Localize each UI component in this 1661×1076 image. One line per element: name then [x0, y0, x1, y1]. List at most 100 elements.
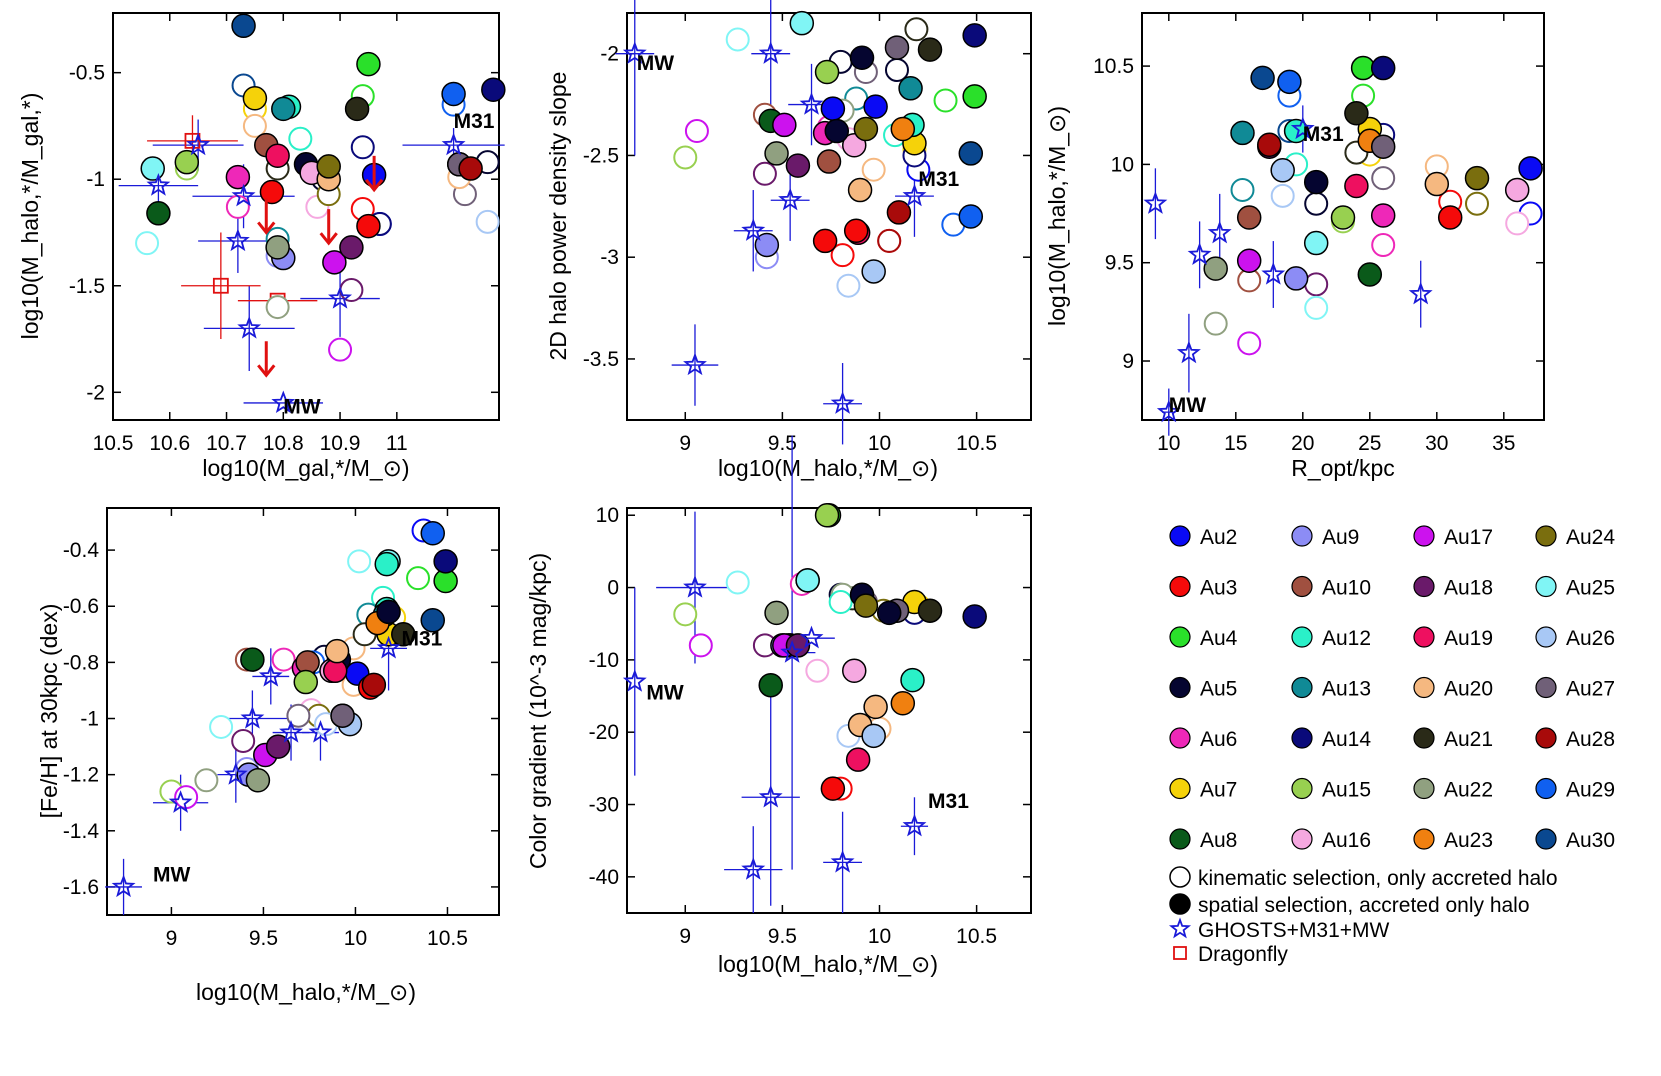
kinematic-point — [406, 566, 431, 591]
spatial-point — [853, 593, 879, 618]
kinematic-point — [1505, 211, 1530, 236]
ghosts-star — [780, 640, 805, 663]
kinematic-point — [861, 157, 886, 182]
ghosts-star — [758, 784, 783, 808]
ghosts-star — [1290, 116, 1315, 140]
x-axis-label: log10(M_gal,*/M_⊙) — [202, 455, 409, 481]
ghosts-star — [231, 183, 256, 207]
y-tick-label: -10 — [589, 649, 619, 672]
legend-marker-label: spatial selection, accreted only halo — [1198, 894, 1530, 917]
kinematic-point — [725, 27, 750, 52]
spatial-point — [890, 116, 916, 142]
legend-label-au30: Au30 — [1566, 829, 1615, 852]
y-tick-label: -3.5 — [583, 348, 619, 371]
spatial-point — [876, 600, 902, 626]
legend-label-au24: Au24 — [1566, 526, 1615, 549]
spatial-point — [785, 633, 811, 658]
spatial-point — [900, 667, 925, 693]
y-tick-label: -1.6 — [63, 876, 99, 899]
legend-marker-label: kinematic selection, only accreted halo — [1198, 867, 1558, 890]
ghosts-star — [1408, 281, 1433, 305]
kinematic-point — [1237, 331, 1262, 356]
legend-swatch-au2 — [1169, 525, 1191, 547]
legend-swatch-au28 — [1535, 727, 1557, 749]
x-axis-label: log10(M_halo,*/M_⊙) — [718, 951, 938, 977]
kinematic-point — [877, 228, 902, 253]
spatial-point — [917, 598, 943, 623]
spatial-point — [764, 600, 789, 626]
x-axis-label: log10(M_halo,*/M_⊙) — [196, 979, 416, 1005]
kinematic-point — [1465, 191, 1489, 216]
kinematic-point — [904, 17, 929, 42]
spatial-point — [1344, 173, 1369, 199]
ghosts-star — [1187, 242, 1212, 265]
spatial-point — [265, 734, 291, 759]
spatial-point — [265, 143, 290, 169]
x-tick-label: 10.5 — [93, 432, 134, 455]
legend-swatch-au23 — [1413, 828, 1435, 850]
ghosts-star — [622, 669, 647, 692]
y-tick-label: 10 — [1111, 153, 1134, 176]
spatial-point — [420, 608, 445, 633]
legend-label-au28: Au28 — [1566, 728, 1615, 751]
legend-swatch-au3 — [1169, 575, 1191, 598]
spatial-point — [240, 647, 265, 672]
legend-label-au17: Au17 — [1444, 526, 1493, 549]
y-tick-label: -3 — [600, 246, 619, 269]
spatial-point — [898, 76, 923, 101]
annotation-mw: MW — [153, 863, 190, 886]
legend-label-au25: Au25 — [1566, 577, 1615, 600]
legend-swatch-au9 — [1291, 525, 1313, 547]
spatial-point — [886, 200, 912, 225]
ghosts-star — [799, 625, 824, 649]
kinematic-point — [1371, 166, 1396, 191]
legend-label-au20: Au20 — [1444, 678, 1493, 701]
spatial-point — [1277, 69, 1302, 95]
spatial-point — [1270, 158, 1295, 183]
legend-label-au6: Au6 — [1200, 728, 1237, 751]
kinematic-point — [475, 209, 500, 234]
x-axis-label: log10(M_halo,*/M_⊙) — [718, 455, 938, 481]
spatial-point — [245, 768, 271, 793]
spatial-point — [958, 204, 984, 229]
spatial-point — [785, 153, 811, 178]
annotation-mw: MW — [283, 396, 320, 419]
spatial-point — [820, 96, 846, 121]
axes-frame — [112, 12, 500, 421]
legend-marker-label: Dragonfly — [1198, 943, 1288, 966]
ghosts-star — [778, 187, 803, 211]
legend-swatch-au6 — [1169, 727, 1191, 749]
spatial-point — [1370, 203, 1396, 228]
kinematic-point — [673, 602, 698, 627]
legend-label-au2: Au2 — [1200, 526, 1237, 549]
ghosts-star — [240, 705, 265, 729]
legend-swatch-au29 — [1535, 777, 1557, 800]
ghosts-star — [168, 790, 193, 813]
x-tick-label: 9 — [679, 925, 691, 948]
ghosts-star — [902, 183, 927, 207]
spatial-point — [1283, 266, 1309, 291]
legend-label-au23: Au23 — [1444, 829, 1493, 852]
spatial-point — [1370, 55, 1396, 81]
x-tick-label: 25 — [1358, 432, 1381, 455]
x-axis-label: R_opt/kpc — [1291, 455, 1395, 481]
kinematic-point — [1203, 311, 1228, 336]
spatial-point — [330, 703, 355, 728]
x-tick-label: 10.8 — [263, 432, 304, 455]
legend-swatch-au15 — [1291, 777, 1313, 800]
spatial-point — [146, 201, 171, 226]
upper-limit-arrowhead — [257, 221, 276, 235]
legend-swatch-au14 — [1291, 727, 1313, 749]
y-tick-label: -1.4 — [63, 820, 100, 843]
ghosts-star — [237, 315, 262, 339]
ghosts-star — [271, 390, 296, 414]
upper-limit-arrowhead — [364, 178, 384, 193]
legend-swatch-au21 — [1413, 727, 1435, 749]
spatial-point — [259, 179, 285, 205]
kinematic-point — [194, 768, 219, 793]
spatial-point — [1344, 101, 1369, 126]
spatial-point — [845, 747, 871, 772]
spatial-point — [356, 213, 381, 239]
spatial-point — [271, 96, 296, 122]
